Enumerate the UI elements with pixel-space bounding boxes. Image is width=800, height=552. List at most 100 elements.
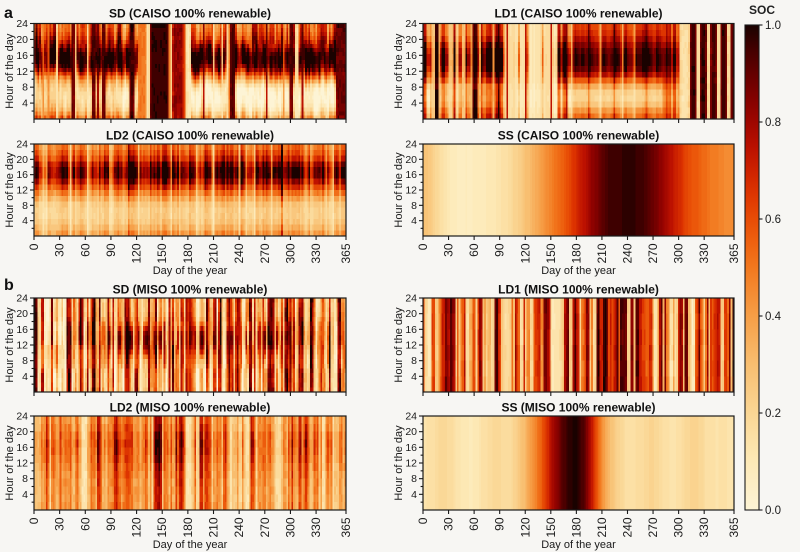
svg-text:1.0: 1.0 [765, 20, 781, 32]
svg-text:24: 24 [405, 293, 417, 305]
svg-text:16: 16 [16, 169, 28, 181]
svg-text:0: 0 [27, 243, 41, 250]
svg-text:120: 120 [518, 517, 532, 537]
svg-text:12: 12 [405, 66, 417, 78]
svg-text:16: 16 [16, 442, 28, 454]
svg-text:365: 365 [727, 243, 741, 263]
svg-text:270: 270 [258, 517, 272, 537]
svg-text:150: 150 [544, 517, 558, 537]
svg-text:300: 300 [672, 243, 686, 263]
svg-text:LD1 (CAISO 100% renewable): LD1 (CAISO 100% renewable) [494, 7, 662, 21]
svg-text:240: 240 [232, 517, 246, 537]
svg-text:SS (CAISO 100% renewable): SS (CAISO 100% renewable) [498, 129, 659, 143]
svg-text:210: 210 [595, 517, 609, 537]
svg-text:210: 210 [207, 243, 221, 263]
svg-text:16: 16 [405, 169, 417, 181]
svg-text:12: 12 [405, 340, 417, 352]
svg-text:300: 300 [672, 517, 686, 537]
svg-text:8: 8 [22, 355, 28, 367]
svg-text:60: 60 [467, 243, 481, 257]
svg-text:16: 16 [405, 50, 417, 62]
svg-text:120: 120 [518, 243, 532, 263]
svg-text:330: 330 [697, 243, 711, 263]
svg-text:24: 24 [16, 411, 28, 423]
svg-text:330: 330 [309, 243, 323, 263]
svg-text:24: 24 [405, 139, 417, 151]
svg-text:16: 16 [405, 442, 417, 454]
svg-text:12: 12 [16, 458, 28, 470]
svg-text:0.8: 0.8 [765, 117, 781, 129]
svg-text:LD2 (MISO 100% renewable): LD2 (MISO 100% renewable) [110, 401, 271, 415]
svg-text:150: 150 [544, 243, 558, 263]
svg-text:180: 180 [181, 243, 195, 263]
svg-text:Hour of the day: Hour of the day [4, 307, 16, 383]
svg-text:90: 90 [493, 243, 507, 257]
svg-text:8: 8 [22, 200, 28, 212]
svg-text:0.6: 0.6 [765, 214, 781, 226]
svg-text:24: 24 [16, 139, 28, 151]
svg-text:0.4: 0.4 [765, 311, 782, 323]
svg-text:330: 330 [309, 517, 323, 537]
svg-text:20: 20 [16, 154, 28, 166]
svg-text:8: 8 [411, 473, 417, 485]
svg-text:365: 365 [339, 517, 353, 537]
svg-text:8: 8 [22, 473, 28, 485]
svg-text:SOC: SOC [749, 3, 775, 17]
svg-text:LD1 (MISO 100% renewable): LD1 (MISO 100% renewable) [498, 283, 659, 297]
svg-text:Day of the year: Day of the year [153, 265, 228, 277]
svg-text:8: 8 [411, 355, 417, 367]
svg-text:60: 60 [467, 517, 481, 531]
svg-text:Hour of the day: Hour of the day [4, 152, 16, 228]
svg-text:210: 210 [207, 517, 221, 537]
svg-text:60: 60 [78, 243, 92, 257]
svg-text:Hour of the day: Hour of the day [393, 425, 405, 501]
svg-text:b: b [4, 277, 14, 294]
svg-text:330: 330 [697, 517, 711, 537]
svg-text:SD (CAISO 100% renewable): SD (CAISO 100% renewable) [109, 7, 271, 21]
svg-text:24: 24 [405, 18, 417, 30]
svg-text:150: 150 [155, 243, 169, 263]
svg-text:20: 20 [16, 34, 28, 46]
svg-text:12: 12 [16, 340, 28, 352]
svg-text:60: 60 [78, 517, 92, 531]
svg-text:30: 30 [442, 517, 456, 531]
svg-text:Hour of the day: Hour of the day [393, 33, 405, 109]
svg-text:16: 16 [405, 324, 417, 336]
svg-text:SD (MISO 100% renewable): SD (MISO 100% renewable) [113, 283, 268, 297]
svg-text:20: 20 [16, 426, 28, 438]
svg-text:20: 20 [16, 308, 28, 320]
svg-text:300: 300 [283, 517, 297, 537]
svg-text:4: 4 [411, 98, 417, 110]
svg-text:LD2 (CAISO 100% renewable): LD2 (CAISO 100% renewable) [106, 129, 274, 143]
svg-text:16: 16 [16, 50, 28, 62]
svg-text:90: 90 [493, 517, 507, 531]
svg-text:4: 4 [411, 489, 417, 501]
svg-text:8: 8 [411, 82, 417, 94]
svg-text:180: 180 [181, 517, 195, 537]
svg-text:0: 0 [27, 517, 41, 524]
svg-text:240: 240 [232, 243, 246, 263]
svg-text:20: 20 [405, 154, 417, 166]
svg-text:12: 12 [16, 66, 28, 78]
svg-text:90: 90 [104, 243, 118, 257]
svg-text:4: 4 [22, 98, 28, 110]
svg-text:24: 24 [16, 293, 28, 305]
svg-text:120: 120 [130, 243, 144, 263]
svg-text:Hour of the day: Hour of the day [4, 425, 16, 501]
svg-text:12: 12 [405, 458, 417, 470]
svg-text:150: 150 [155, 517, 169, 537]
svg-text:120: 120 [130, 517, 144, 537]
svg-text:Hour of the day: Hour of the day [4, 33, 16, 109]
svg-text:300: 300 [283, 243, 297, 263]
svg-text:Day of the year: Day of the year [541, 265, 616, 277]
svg-text:240: 240 [620, 517, 634, 537]
svg-text:180: 180 [569, 517, 583, 537]
svg-text:0.2: 0.2 [765, 408, 781, 420]
svg-text:SS (MISO 100% renewable): SS (MISO 100% renewable) [501, 401, 655, 415]
svg-text:a: a [4, 5, 13, 22]
svg-text:90: 90 [104, 517, 118, 531]
svg-text:30: 30 [53, 517, 67, 531]
svg-text:Hour of the day: Hour of the day [393, 307, 405, 383]
svg-text:4: 4 [411, 215, 417, 227]
svg-text:30: 30 [53, 243, 67, 257]
